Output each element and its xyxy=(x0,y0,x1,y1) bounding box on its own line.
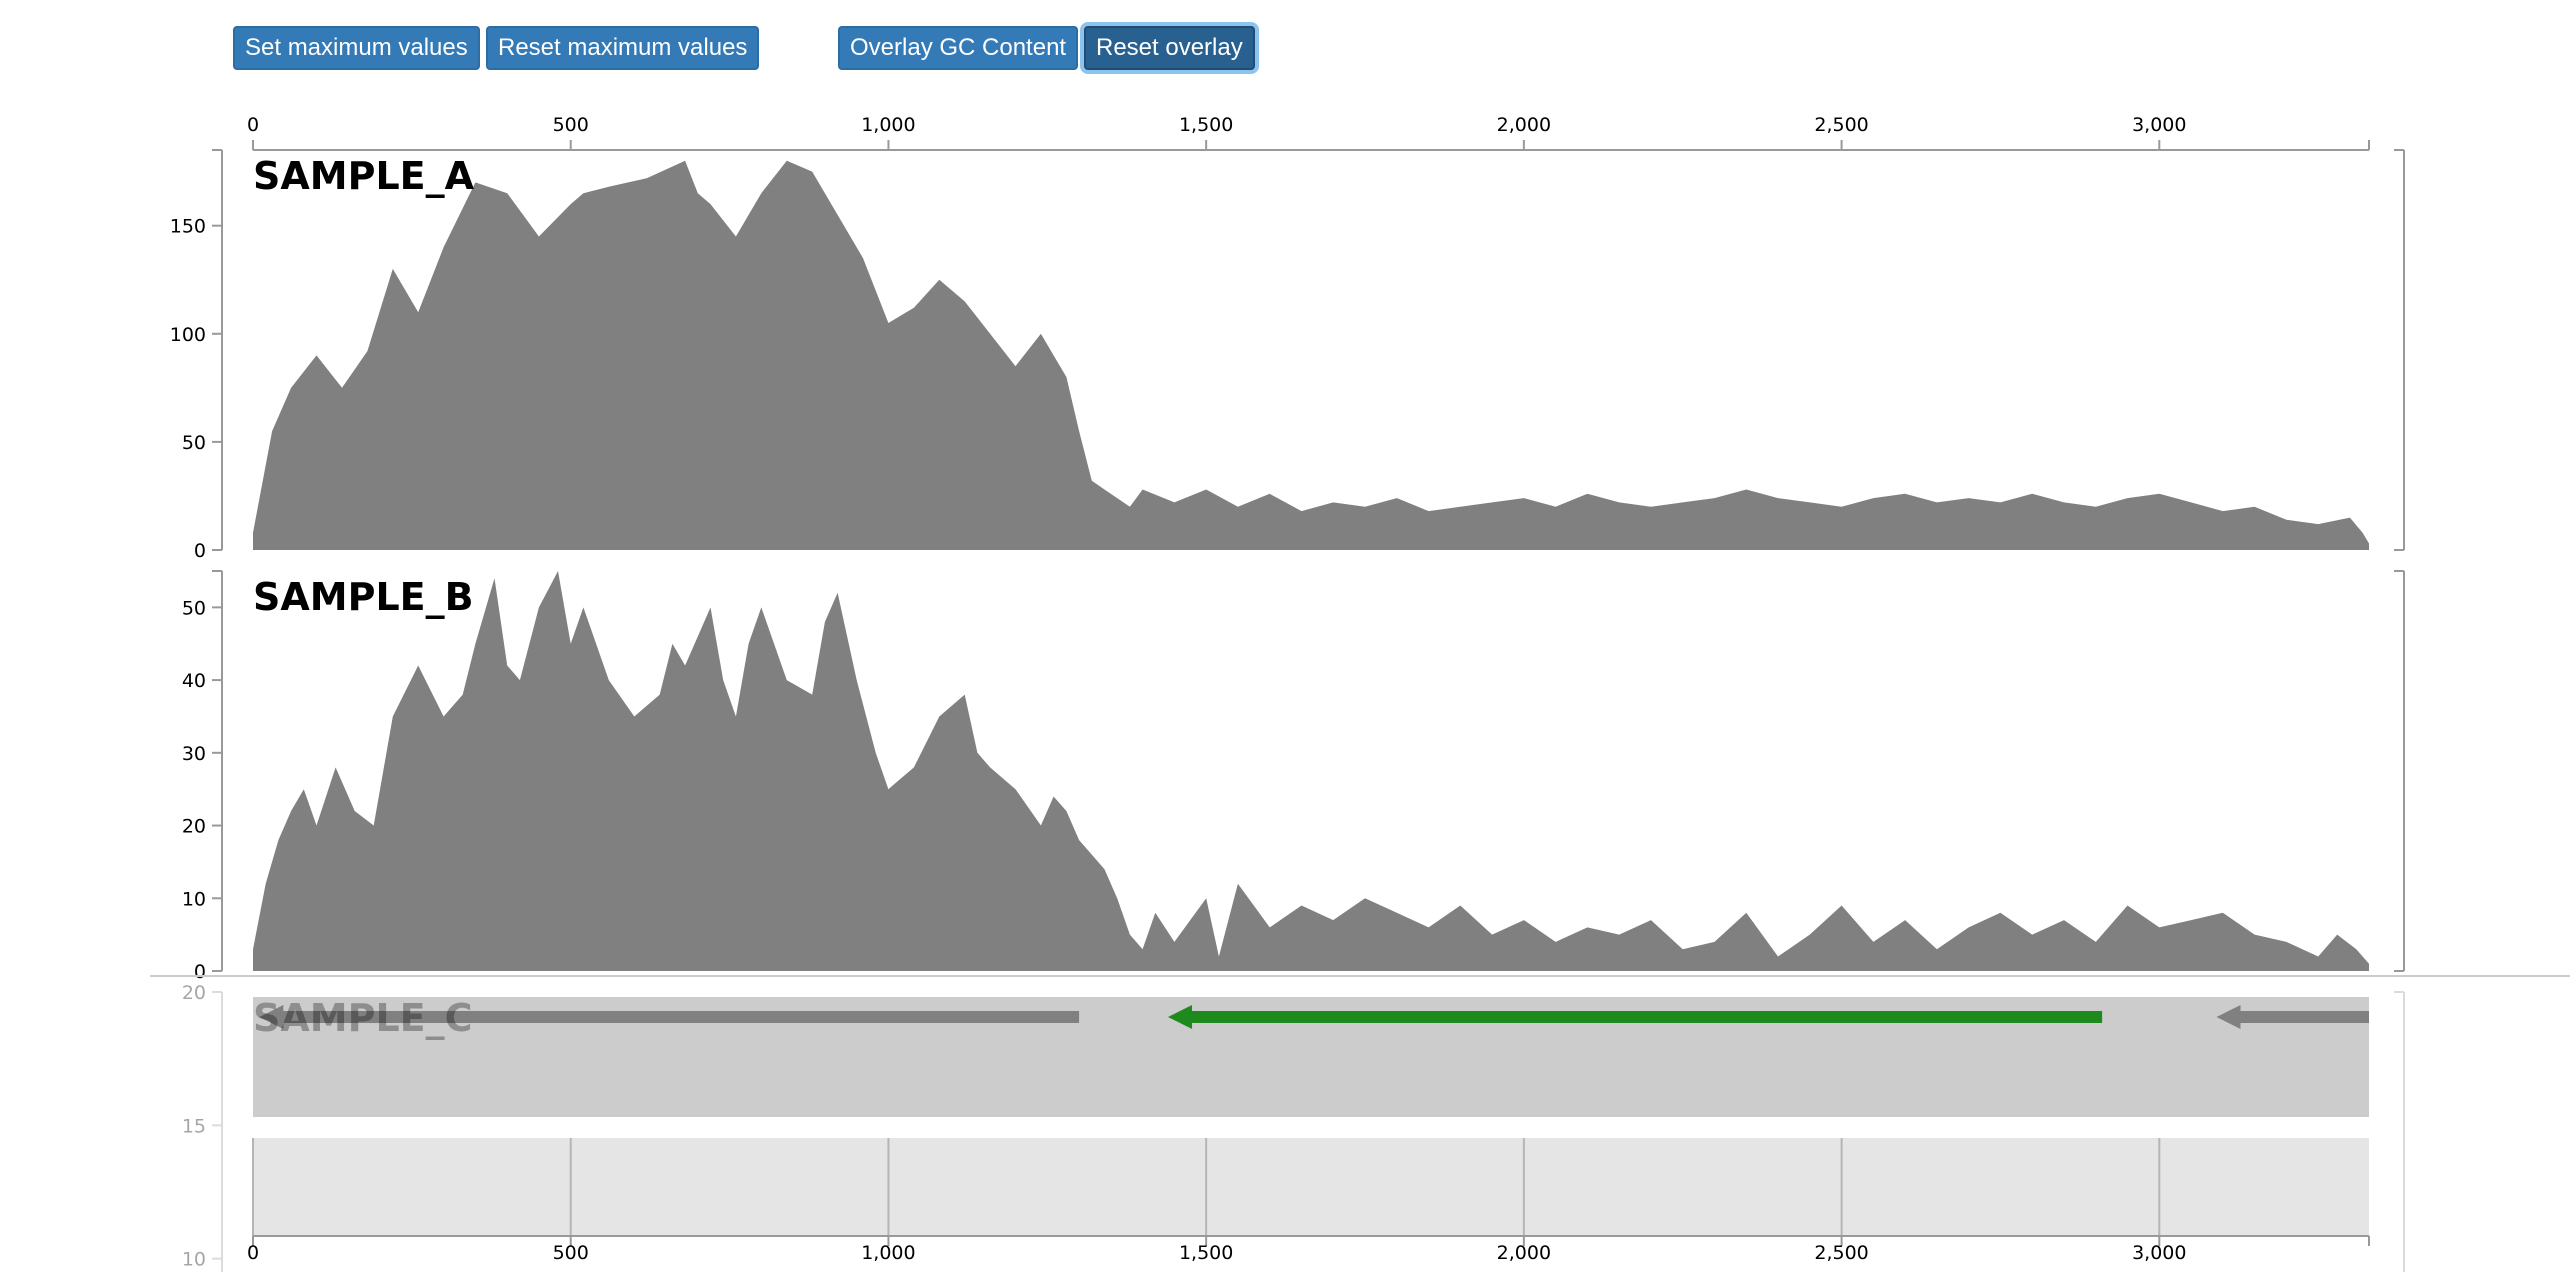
top-x-axis-tick-label: 0 xyxy=(247,114,259,136)
reset-overlay-button[interactable]: Reset overlay xyxy=(1084,26,1255,70)
sample-b-coverage-area xyxy=(253,571,2369,971)
feature-arrow-body xyxy=(279,1011,1080,1023)
bottom-x-axis-tick-label: 2,500 xyxy=(1814,1242,1868,1264)
sample-b-y-axis-tick-label: 10 xyxy=(182,888,206,910)
sample-c-title: SAMPLE_C xyxy=(253,996,473,1040)
sample-b-panel: 0 10 20 30 40 50 SAMPLE_B xyxy=(182,570,2405,983)
sample-b-y-axis-tick-label: 40 xyxy=(182,670,206,692)
top-x-axis-tick-label: 1,000 xyxy=(861,114,915,136)
bottom-x-axis-tick-label: 500 xyxy=(553,1242,589,1264)
sample-a-y-axis-tick-label: 150 xyxy=(170,216,206,238)
sample-a-coverage-area xyxy=(253,160,2369,551)
bottom-x-axis: 0 500 1,000 1,500 2,000 2,500 3,000 xyxy=(247,1235,2370,1264)
sample-a-y-axis-tick-label: 100 xyxy=(170,324,206,346)
feature-arrow-head xyxy=(259,1005,284,1029)
sample-b-y-axis-tick-label: 30 xyxy=(182,743,206,765)
top-x-axis-tick-label: 2,500 xyxy=(1814,114,1868,136)
scale-track-gridlines xyxy=(252,1138,2161,1236)
sample-b-y-axis-tick-label: 50 xyxy=(182,597,206,619)
sample-a-title: SAMPLE_A xyxy=(253,154,475,198)
top-x-axis-tick-label: 1,500 xyxy=(1179,114,1233,136)
sample-c-panel: 10 15 20 xyxy=(182,982,2405,1272)
highlighted-feature-arrow-body xyxy=(1188,1011,2103,1023)
bottom-x-axis-tick-label: 1,500 xyxy=(1179,1242,1233,1264)
sample-b-y-axis: 0 10 20 30 40 50 xyxy=(182,597,222,983)
feature-arrow-head xyxy=(2216,1005,2241,1029)
sample-a-y-axis-tick-label: 50 xyxy=(182,432,206,454)
top-x-axis-tick-label: 2,000 xyxy=(1497,114,1551,136)
sample-c-y-axis-tick-label: 10 xyxy=(182,1249,206,1271)
reset-maximum-values-button[interactable]: Reset maximum values xyxy=(486,26,760,70)
sample-a-y-axis: 0 50 100 150 xyxy=(170,216,222,562)
bottom-x-axis-tick-label: 3,000 xyxy=(2132,1242,2186,1264)
overlay-gc-content-button[interactable]: Overlay GC Content xyxy=(838,26,1079,70)
top-x-axis: 0 500 1,000 1,500 2,000 2,500 3,000 xyxy=(247,114,2370,151)
sample-c-y-axis-tick-label: 20 xyxy=(182,982,206,1004)
bottom-x-axis-tick-label: 2,000 xyxy=(1497,1242,1551,1264)
sample-a-panel: 0 50 100 150 SAMPLE_A xyxy=(170,149,2405,562)
bottom-x-axis-tick-label: 0 xyxy=(247,1242,259,1264)
top-x-axis-tick-label: 3,000 xyxy=(2132,114,2186,136)
set-maximum-values-button[interactable]: Set maximum values xyxy=(233,26,480,70)
bottom-x-axis-tick-label: 1,000 xyxy=(861,1242,915,1264)
scale-track-background xyxy=(253,1138,2369,1236)
gene-features xyxy=(259,1005,2369,1029)
top-x-axis-tick-label: 500 xyxy=(553,114,589,136)
feature-arrow-body xyxy=(2236,1011,2369,1023)
sample-c-y-axis: 10 15 20 xyxy=(182,982,222,1271)
sample-b-y-axis-tick-label: 0 xyxy=(194,961,206,983)
sample-c-y-axis-tick-label: 15 xyxy=(182,1115,206,1137)
sample-a-y-axis-tick-label: 0 xyxy=(194,540,206,562)
sample-b-title: SAMPLE_B xyxy=(253,575,474,619)
sample-b-y-axis-tick-label: 20 xyxy=(182,816,206,838)
highlighted-feature-arrow-head xyxy=(1168,1005,1193,1029)
